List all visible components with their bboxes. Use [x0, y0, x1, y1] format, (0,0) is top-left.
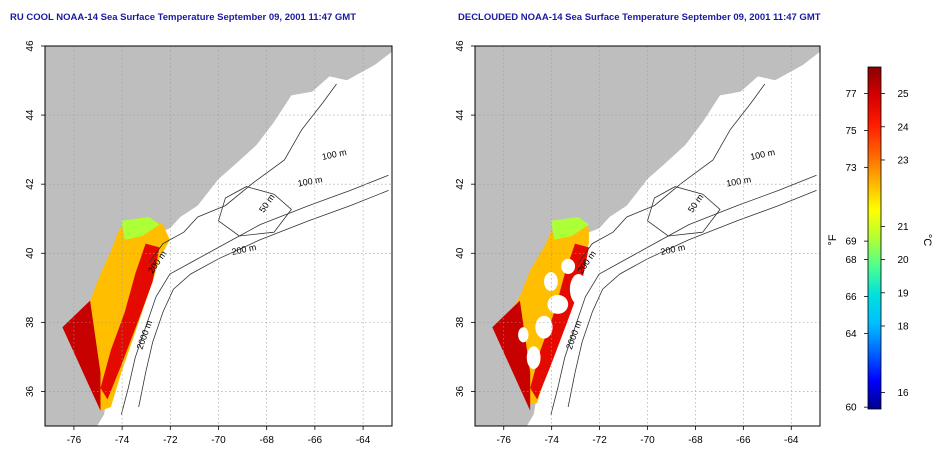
- cloud-mask-gap: [547, 294, 569, 314]
- colorbar-label-c: 19: [897, 288, 909, 299]
- x-tick-label: -76: [67, 435, 82, 446]
- map-title-left: RU COOL NOAA-14 Sea Surface Temperature …: [10, 12, 357, 23]
- colorbar-label-f: 66: [845, 292, 857, 303]
- x-tick-label: -74: [115, 435, 130, 446]
- x-tick-label: -74: [544, 435, 559, 446]
- colorbar-ticks: 25 24 23 21 20 19 18 16 77 75 73 69 68 66 64 60: [845, 89, 909, 414]
- x-tick-label: -70: [640, 435, 655, 446]
- colorbar-label-f: 75: [845, 126, 857, 137]
- y-tick-label: 46: [25, 40, 36, 52]
- colorbar-label-f: 77: [845, 89, 857, 100]
- contour-label: 100 m: [725, 174, 751, 188]
- contour-50m: [218, 186, 292, 237]
- x-tick-label: -64: [784, 435, 799, 446]
- contour-100m: [578, 83, 766, 263]
- y-tick-label: 44: [455, 109, 466, 121]
- contour-200m: [550, 174, 817, 415]
- cloud-mask-gap: [569, 274, 588, 305]
- sst-cool-north: [121, 217, 160, 240]
- y-tick-label: 40: [25, 247, 36, 259]
- colorbar-label-f: 68: [845, 255, 857, 266]
- sst-coastal-warm: [492, 300, 531, 411]
- colorbar-label-celsius: °C: [921, 234, 933, 246]
- x-tick-label: -64: [356, 435, 371, 446]
- sst-coastal-warm: [62, 300, 101, 411]
- y-tick-label: 38: [455, 316, 466, 328]
- colorbar-scale: [867, 66, 882, 410]
- contour-200m: [120, 174, 389, 415]
- colorbar-label-c: 16: [897, 388, 909, 399]
- y-tick-label: 42: [455, 178, 466, 190]
- contour-100m: [148, 83, 337, 263]
- sst-cool-north: [550, 217, 589, 240]
- colorbar-label-fahrenheit: °F: [827, 234, 839, 245]
- cloud-mask-gap: [526, 346, 541, 369]
- colorbar-label-c: 21: [897, 222, 909, 233]
- y-tick-label: 40: [455, 247, 466, 259]
- cloud-mask-gap: [561, 258, 576, 274]
- land-mass: [45, 46, 392, 426]
- contour-2000m: [138, 190, 389, 408]
- colorbar-label-c: 20: [897, 255, 909, 266]
- colorbar-label-c: 24: [897, 122, 909, 133]
- x-tick-label: -76: [497, 435, 512, 446]
- contour-50m: [647, 186, 721, 237]
- y-tick-label: 38: [25, 316, 36, 328]
- colorbar-label-c: 23: [897, 155, 909, 166]
- x-tick-label: -68: [259, 435, 274, 446]
- y-tick-label: 36: [455, 385, 466, 397]
- x-tick-label: -70: [211, 435, 226, 446]
- contour-label: 100 m: [297, 174, 323, 188]
- contour-2000m: [567, 190, 817, 408]
- x-tick-label: -66: [308, 435, 323, 446]
- land-mass: [475, 46, 820, 426]
- x-tick-label: -72: [592, 435, 607, 446]
- y-tick-label: 44: [25, 109, 36, 121]
- x-tick-label: -72: [163, 435, 178, 446]
- x-tick-label: -66: [736, 435, 751, 446]
- colorbar-label-f: 64: [845, 329, 857, 340]
- colorbar: 25 24 23 21 20 19 18 16 77 75 73 69 68 66 64 60 °F °C: [827, 66, 933, 414]
- x-tick-label: -68: [688, 435, 703, 446]
- y-tick-label: 36: [25, 385, 36, 397]
- colorbar-label-f: 73: [845, 163, 857, 174]
- cloud-mask-gap: [518, 327, 529, 343]
- colorbar-label-f: 60: [845, 403, 857, 414]
- cloud-mask-gap: [544, 272, 558, 292]
- colorbar-label-c: 25: [897, 89, 909, 100]
- colorbar-label-c: 18: [897, 321, 909, 332]
- y-tick-label: 42: [25, 178, 36, 190]
- sst-warm-band: [100, 243, 160, 400]
- cloud-mask-gap: [535, 315, 553, 339]
- y-tick-label: 46: [455, 40, 466, 52]
- map-title-right: DECLOUDED NOAA-14 Sea Surface Temperatur…: [458, 12, 821, 23]
- colorbar-label-f: 69: [845, 237, 857, 248]
